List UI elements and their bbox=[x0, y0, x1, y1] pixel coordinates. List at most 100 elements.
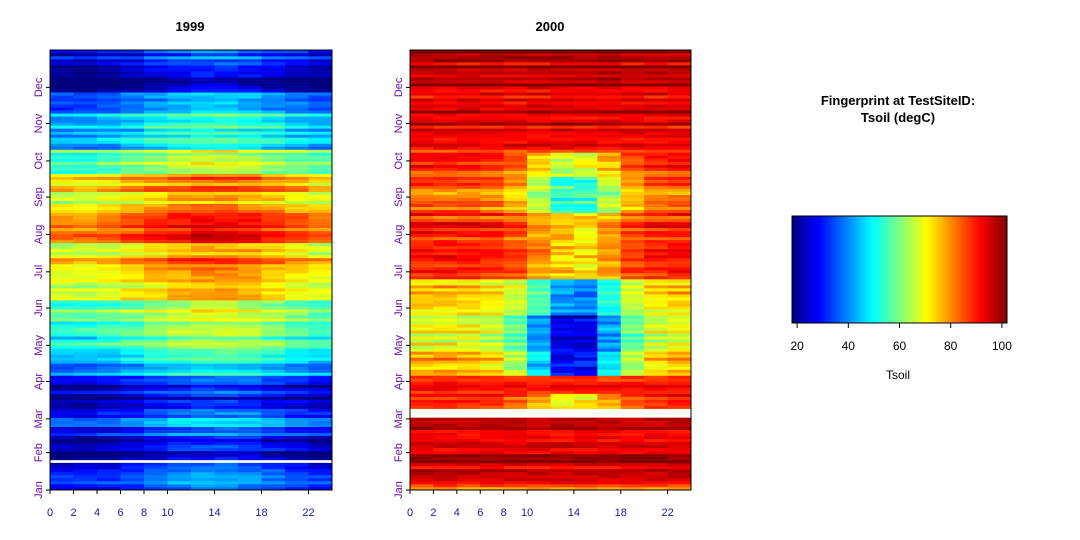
heatmap-cell bbox=[573, 242, 598, 247]
heatmap-cell bbox=[97, 245, 121, 250]
heatmap-cell bbox=[214, 360, 239, 364]
heatmap-cell bbox=[550, 245, 575, 250]
heatmap-cell bbox=[167, 414, 192, 418]
heatmap-cell bbox=[214, 417, 239, 421]
heatmap-cell bbox=[120, 200, 145, 204]
heatmap-cell bbox=[167, 206, 192, 211]
heatmap-cell bbox=[120, 176, 145, 180]
heatmap-cell bbox=[456, 197, 481, 201]
heatmap-cell bbox=[308, 110, 333, 114]
heatmap-cell bbox=[573, 239, 598, 244]
heatmap-cell bbox=[144, 426, 168, 431]
heatmap-cell bbox=[73, 212, 98, 217]
heatmap-cell bbox=[238, 420, 262, 424]
heatmap-cell bbox=[308, 200, 333, 204]
heatmap-cell bbox=[644, 306, 668, 310]
heatmap-cell bbox=[550, 155, 575, 159]
heatmap-cell bbox=[120, 294, 145, 298]
heatmap-cell bbox=[285, 125, 309, 129]
heatmap-cell bbox=[285, 179, 309, 183]
heatmap-cell bbox=[50, 191, 74, 195]
heatmap-cell bbox=[480, 324, 504, 328]
heatmap-cell bbox=[144, 387, 168, 391]
heatmap-cell bbox=[308, 236, 333, 241]
heatmap-cell bbox=[261, 203, 286, 208]
heatmap-cell bbox=[550, 471, 575, 476]
heatmap-cell bbox=[550, 167, 575, 171]
heatmap-cell bbox=[410, 158, 434, 162]
heatmap-cell bbox=[433, 206, 458, 211]
heatmap-cell bbox=[191, 405, 215, 409]
heatmap-cell bbox=[644, 399, 668, 403]
heatmap-cell bbox=[167, 77, 192, 81]
heatmap-cell bbox=[433, 251, 458, 256]
heatmap-cell bbox=[261, 248, 286, 253]
heatmap-cell bbox=[238, 276, 262, 280]
heatmap-cell bbox=[644, 339, 668, 343]
heatmap-cell bbox=[433, 212, 458, 217]
heatmap-cell bbox=[167, 86, 192, 90]
heatmap-cell bbox=[191, 342, 215, 346]
heatmap-cell bbox=[97, 161, 121, 165]
heatmap-cell bbox=[97, 239, 121, 244]
heatmap-cell bbox=[73, 137, 98, 141]
heatmap-cell bbox=[50, 462, 74, 467]
heatmap-cell bbox=[120, 74, 145, 78]
heatmap-cell bbox=[597, 116, 622, 120]
heatmap-cell bbox=[238, 354, 262, 358]
heatmap-cell bbox=[597, 330, 622, 334]
heatmap-cell bbox=[191, 330, 215, 334]
heatmap-cell bbox=[480, 351, 504, 355]
heatmap-cell bbox=[410, 218, 434, 223]
heatmap-cell bbox=[285, 297, 309, 301]
heatmap-cell bbox=[644, 300, 668, 304]
heatmap-cell bbox=[503, 137, 528, 141]
heatmap-cell bbox=[503, 125, 528, 129]
heatmap-cell bbox=[167, 294, 192, 298]
heatmap-cell bbox=[120, 381, 145, 385]
heatmap-cell bbox=[50, 474, 74, 479]
heatmap-cell bbox=[144, 65, 168, 69]
heatmap-cell bbox=[503, 182, 528, 186]
heatmap-cell bbox=[433, 71, 458, 75]
heatmap-cell bbox=[308, 303, 333, 307]
heatmap-cell bbox=[144, 384, 168, 388]
heatmap-cell bbox=[456, 351, 481, 355]
heatmap-cell bbox=[50, 110, 74, 114]
heatmap-cell bbox=[550, 197, 575, 201]
heatmap-cell bbox=[238, 161, 262, 165]
heatmap-cell bbox=[144, 390, 168, 394]
heatmap-cell bbox=[527, 53, 551, 57]
heatmap-cell bbox=[410, 480, 434, 485]
heatmap-cell bbox=[120, 438, 145, 443]
heatmap-cell bbox=[433, 303, 458, 307]
heatmap-cell bbox=[597, 239, 622, 244]
heatmap-cell bbox=[308, 206, 333, 211]
heatmap-cell bbox=[261, 119, 286, 123]
heatmap-cell bbox=[167, 486, 192, 491]
heatmap-cell bbox=[503, 303, 528, 307]
heatmap-cell bbox=[644, 227, 668, 232]
heatmap-cell bbox=[144, 131, 168, 135]
heatmap-cell bbox=[644, 447, 668, 452]
heatmap-cell bbox=[120, 390, 145, 394]
heatmap-cell bbox=[573, 83, 598, 87]
heatmap-cell bbox=[550, 116, 575, 120]
heatmap-cell bbox=[573, 131, 598, 135]
heatmap-cell bbox=[527, 477, 551, 482]
heatmap-cell bbox=[644, 312, 668, 316]
heatmap-cell bbox=[410, 119, 434, 123]
heatmap-cell bbox=[433, 155, 458, 159]
heatmap-cell bbox=[456, 254, 481, 259]
heatmap-cell bbox=[285, 354, 309, 358]
heatmap-cell bbox=[167, 266, 192, 271]
heatmap-cell bbox=[308, 327, 333, 331]
heatmap-cell bbox=[503, 221, 528, 226]
heatmap-cell bbox=[238, 465, 262, 470]
heatmap-cell bbox=[433, 173, 458, 177]
heatmap-cell bbox=[238, 288, 262, 292]
heatmap-cell bbox=[238, 297, 262, 301]
heatmap-cell bbox=[410, 477, 434, 482]
heatmap-cell bbox=[573, 128, 598, 132]
heatmap-cell bbox=[50, 209, 74, 214]
